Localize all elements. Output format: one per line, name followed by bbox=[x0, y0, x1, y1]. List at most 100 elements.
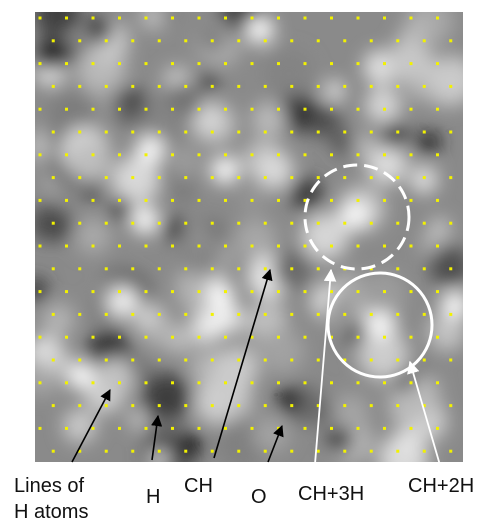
lattice-dot bbox=[131, 131, 134, 134]
lattice-dot bbox=[78, 404, 81, 407]
label: H bbox=[146, 486, 160, 508]
lattice-dot bbox=[118, 245, 121, 248]
lattice-dot bbox=[290, 267, 293, 270]
lattice-dot bbox=[158, 222, 161, 225]
lattice-dot bbox=[264, 450, 267, 453]
lattice-dot bbox=[396, 313, 399, 316]
lattice-dot bbox=[383, 153, 386, 156]
texture bbox=[94, 357, 135, 398]
bright-spot bbox=[246, 16, 274, 44]
label: Lines of bbox=[14, 475, 84, 497]
lattice-dot bbox=[449, 39, 452, 42]
lattice-dot bbox=[237, 359, 240, 362]
lattice-dot bbox=[211, 85, 214, 88]
lattice-dot bbox=[131, 176, 134, 179]
dark-spot bbox=[328, 428, 352, 452]
lattice-dot bbox=[383, 427, 386, 430]
lattice-dot bbox=[145, 153, 148, 156]
lattice-dot bbox=[290, 404, 293, 407]
lattice-dot bbox=[158, 404, 161, 407]
lattice-dot bbox=[65, 153, 68, 156]
lattice-dot bbox=[383, 290, 386, 293]
lattice-dot bbox=[277, 381, 280, 384]
bright-spot bbox=[66, 361, 94, 389]
lattice-dot bbox=[436, 199, 439, 202]
lattice-dot bbox=[145, 290, 148, 293]
lattice-dot bbox=[118, 381, 121, 384]
lattice-dot bbox=[52, 85, 55, 88]
lattice-dot bbox=[184, 85, 187, 88]
lattice-dot bbox=[158, 450, 161, 453]
lattice-dot bbox=[92, 17, 95, 20]
lattice-dot bbox=[184, 404, 187, 407]
lattice-dot bbox=[436, 245, 439, 248]
texture bbox=[140, 4, 165, 29]
lattice-dot bbox=[370, 85, 373, 88]
lattice-dot bbox=[211, 404, 214, 407]
lattice-dot bbox=[184, 313, 187, 316]
lattice-dot bbox=[436, 153, 439, 156]
lattice-dot bbox=[436, 427, 439, 430]
texture bbox=[69, 140, 111, 182]
lattice-dot bbox=[317, 450, 320, 453]
lattice-dot bbox=[171, 245, 174, 248]
lattice-dot bbox=[317, 39, 320, 42]
lattice-dot bbox=[65, 290, 68, 293]
lattice-dot bbox=[410, 199, 413, 202]
texture bbox=[253, 416, 289, 452]
lattice-dot bbox=[317, 131, 320, 134]
lattice-dot bbox=[198, 245, 201, 248]
lattice-dot bbox=[396, 450, 399, 453]
lattice-dot bbox=[357, 245, 360, 248]
label: CH bbox=[184, 475, 213, 497]
lattice-dot bbox=[237, 404, 240, 407]
lattice-dot bbox=[317, 222, 320, 225]
lattice-dot bbox=[131, 85, 134, 88]
lattice-dot bbox=[383, 108, 386, 111]
lattice-dot bbox=[105, 176, 108, 179]
lattice-dot bbox=[330, 153, 333, 156]
lattice-dot bbox=[436, 108, 439, 111]
texture bbox=[388, 39, 433, 84]
lattice-dot bbox=[78, 359, 81, 362]
lattice-dot bbox=[357, 17, 360, 20]
lattice-dot bbox=[317, 176, 320, 179]
dark-spot bbox=[278, 388, 302, 412]
lattice-dot bbox=[449, 222, 452, 225]
lattice-dot bbox=[370, 222, 373, 225]
lattice-dot bbox=[78, 39, 81, 42]
lattice-dot bbox=[224, 199, 227, 202]
lattice-dot bbox=[171, 17, 174, 20]
lattice-dot bbox=[171, 336, 174, 339]
lattice-dot bbox=[118, 62, 121, 65]
lattice-dot bbox=[171, 427, 174, 430]
texture bbox=[415, 362, 431, 378]
lattice-dot bbox=[410, 336, 413, 339]
lattice-dot bbox=[251, 108, 254, 111]
lattice-dot bbox=[277, 153, 280, 156]
lattice-dot bbox=[52, 450, 55, 453]
texture bbox=[396, 310, 416, 330]
lattice-dot bbox=[118, 336, 121, 339]
lattice-dot bbox=[264, 404, 267, 407]
bright-spot bbox=[441, 291, 469, 319]
lattice-dot bbox=[396, 39, 399, 42]
lattice-dot bbox=[198, 17, 201, 20]
lattice-dot bbox=[436, 290, 439, 293]
lattice-dot bbox=[158, 313, 161, 316]
lattice-dot bbox=[211, 176, 214, 179]
lattice-dot bbox=[39, 427, 42, 430]
lattice-dot bbox=[237, 450, 240, 453]
lattice-dot bbox=[423, 176, 426, 179]
lattice-dot bbox=[131, 39, 134, 42]
lattice-dot bbox=[343, 131, 346, 134]
lattice-dot bbox=[290, 131, 293, 134]
lattice-dot bbox=[449, 404, 452, 407]
lattice-dot bbox=[198, 336, 201, 339]
lattice-dot bbox=[145, 62, 148, 65]
lattice-dot bbox=[357, 381, 360, 384]
lattice-dot bbox=[410, 17, 413, 20]
label: CH+2H bbox=[408, 475, 474, 497]
lattice-dot bbox=[184, 450, 187, 453]
lattice-dot bbox=[383, 381, 386, 384]
